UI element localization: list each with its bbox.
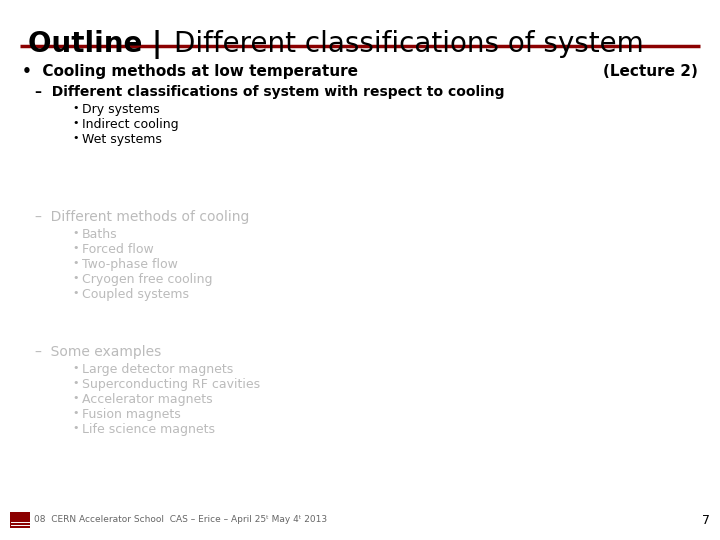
Text: Different classifications of system: Different classifications of system bbox=[174, 30, 644, 58]
Text: •: • bbox=[72, 363, 78, 373]
Text: Cryogen free cooling: Cryogen free cooling bbox=[82, 273, 212, 286]
Text: Fusion magnets: Fusion magnets bbox=[82, 408, 181, 421]
Text: (Lecture 2): (Lecture 2) bbox=[603, 64, 698, 79]
Text: –  Some examples: – Some examples bbox=[35, 345, 161, 359]
Text: •: • bbox=[72, 408, 78, 418]
Text: 08  CERN Accelerator School  CAS – Erice – April 25ᵗ May 4ᵗ 2013: 08 CERN Accelerator School CAS – Erice –… bbox=[34, 516, 327, 524]
Text: •: • bbox=[72, 228, 78, 238]
Text: •: • bbox=[72, 103, 78, 113]
Text: 7: 7 bbox=[702, 514, 710, 526]
Text: Life science magnets: Life science magnets bbox=[82, 423, 215, 436]
Text: Superconducting RF cavities: Superconducting RF cavities bbox=[82, 378, 260, 391]
Text: •: • bbox=[72, 288, 78, 298]
Text: •: • bbox=[72, 273, 78, 283]
Text: Baths: Baths bbox=[82, 228, 117, 241]
Text: •: • bbox=[72, 118, 78, 128]
Text: Wet systems: Wet systems bbox=[82, 133, 162, 146]
Text: Indirect cooling: Indirect cooling bbox=[82, 118, 179, 131]
Text: Large detector magnets: Large detector magnets bbox=[82, 363, 233, 376]
Text: •: • bbox=[72, 243, 78, 253]
Text: •: • bbox=[72, 393, 78, 403]
Text: •: • bbox=[72, 378, 78, 388]
Text: •: • bbox=[72, 423, 78, 433]
Text: Outline |: Outline | bbox=[28, 30, 172, 59]
Text: –  Different methods of cooling: – Different methods of cooling bbox=[35, 210, 249, 224]
Text: Coupled systems: Coupled systems bbox=[82, 288, 189, 301]
Text: Dry systems: Dry systems bbox=[82, 103, 160, 116]
Bar bbox=[10, 512, 30, 528]
Text: Accelerator magnets: Accelerator magnets bbox=[82, 393, 212, 406]
Text: –  Different classifications of system with respect to cooling: – Different classifications of system wi… bbox=[35, 85, 505, 99]
Text: Two-phase flow: Two-phase flow bbox=[82, 258, 178, 271]
Text: •  Cooling methods at low temperature: • Cooling methods at low temperature bbox=[22, 64, 358, 79]
Text: Forced flow: Forced flow bbox=[82, 243, 154, 256]
Text: •: • bbox=[72, 133, 78, 143]
Text: •: • bbox=[72, 258, 78, 268]
